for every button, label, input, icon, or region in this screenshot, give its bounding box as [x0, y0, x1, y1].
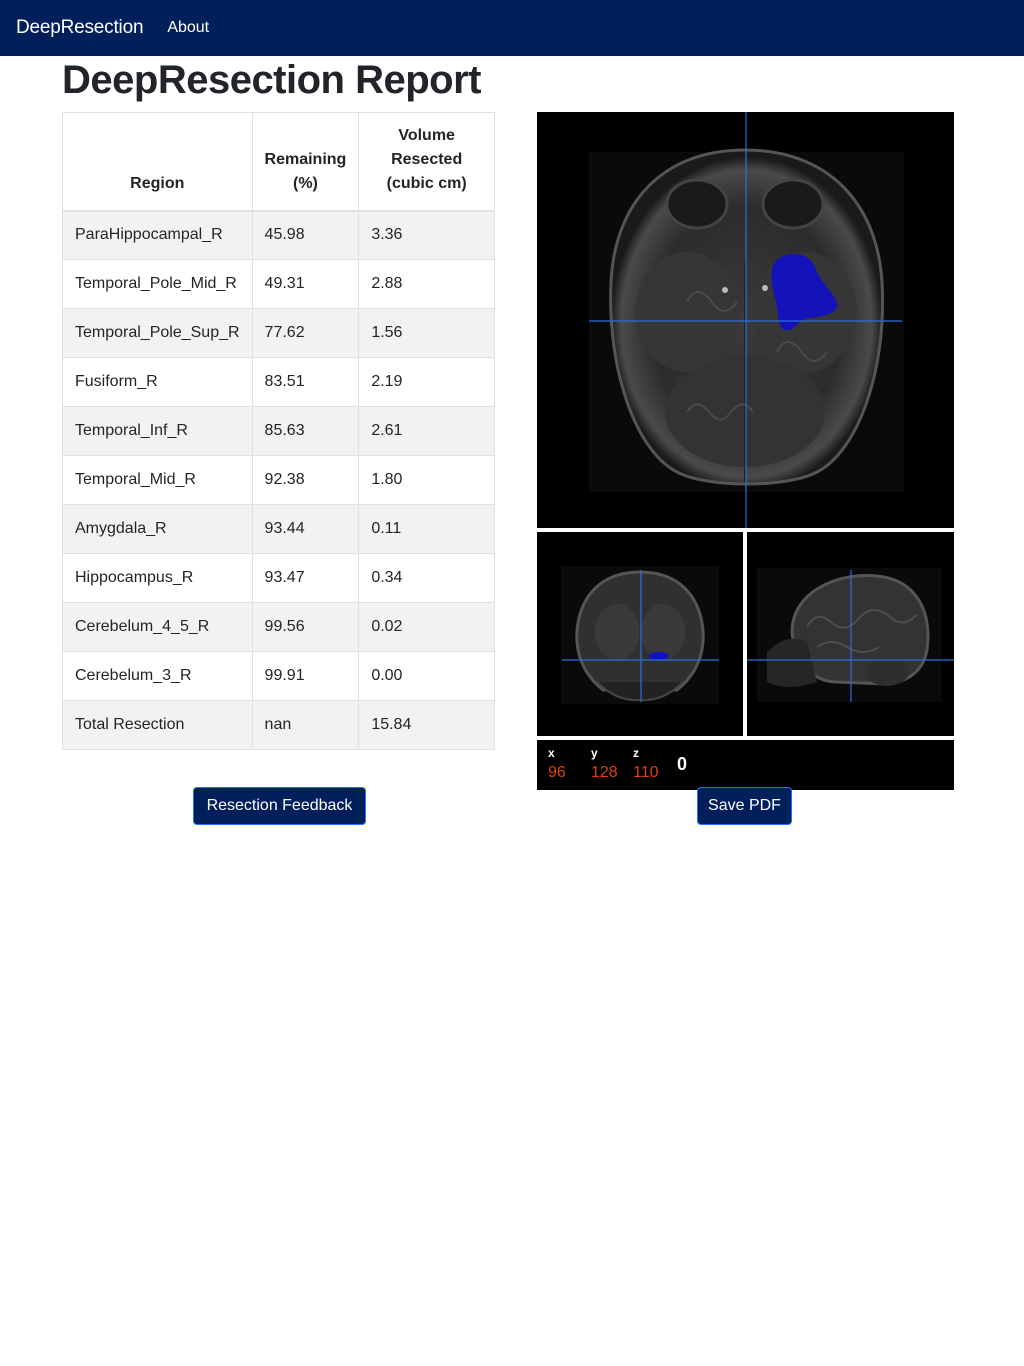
cell-remaining: 99.91 — [251, 651, 360, 701]
cell-volume-resected: 0.02 — [358, 602, 495, 652]
cell-region: Temporal_Mid_R — [62, 455, 253, 505]
table-row: Fusiform_R 83.51 2.19 — [62, 357, 495, 407]
cell-region: Total Resection — [62, 700, 253, 750]
cell-remaining: nan — [251, 700, 360, 750]
cell-region: ParaHippocampal_R — [62, 210, 253, 260]
cell-volume-resected: 2.19 — [358, 357, 495, 407]
cell-region: Hippocampus_R — [62, 553, 253, 603]
sagittal-slice-image[interactable] — [747, 532, 954, 736]
cell-region: Fusiform_R — [62, 357, 253, 407]
cell-volume-resected: 3.36 — [358, 210, 495, 260]
viewer-divider — [743, 532, 747, 736]
table-row: Cerebelum_4_5_R 99.56 0.02 — [62, 602, 495, 652]
cell-region: Temporal_Pole_Mid_R — [62, 259, 253, 309]
table-row: Amygdala_R 93.44 0.11 — [62, 504, 495, 554]
coronal-view[interactable] — [537, 532, 743, 736]
cell-volume-resected: 2.88 — [358, 259, 495, 309]
table-row: Cerebelum_3_R 99.91 0.00 — [62, 651, 495, 701]
cell-volume-resected: 0.11 — [358, 504, 495, 554]
viewer-divider — [537, 736, 954, 740]
axial-slice-image[interactable] — [537, 112, 954, 528]
header-region: Region — [62, 112, 253, 212]
cell-remaining: 99.56 — [251, 602, 360, 652]
cell-volume-resected: 2.61 — [358, 406, 495, 456]
cell-remaining: 93.47 — [251, 553, 360, 603]
table-row: Temporal_Mid_R 92.38 1.80 — [62, 455, 495, 505]
cell-remaining: 85.63 — [251, 406, 360, 456]
resection-table: Region Remaining (%) Volume Resected (cu… — [62, 112, 495, 750]
axial-view[interactable] — [537, 112, 954, 528]
cell-volume-resected: 0.34 — [358, 553, 495, 603]
table-row: Total Resection nan 15.84 — [62, 700, 495, 750]
coordinate-readout: x 96 y 128 z 110 0 — [537, 740, 954, 790]
table-header-row: Region Remaining (%) Volume Resected (cu… — [62, 112, 495, 212]
cell-volume-resected: 15.84 — [358, 700, 495, 750]
sagittal-view[interactable] — [747, 532, 954, 736]
mri-viewer[interactable]: x 96 y 128 z 110 0 — [537, 112, 954, 790]
table-row: Temporal_Inf_R 85.63 2.61 — [62, 406, 495, 456]
coronal-slice-image[interactable] — [537, 532, 743, 736]
viewer-divider — [537, 528, 954, 532]
coord-z-label: z — [633, 746, 639, 760]
navbar: DeepResection About — [0, 0, 1024, 56]
cell-remaining: 93.44 — [251, 504, 360, 554]
cell-region: Temporal_Inf_R — [62, 406, 253, 456]
header-remaining: Remaining (%) — [251, 112, 360, 212]
nav-about-link[interactable]: About — [167, 19, 210, 36]
cell-region: Cerebelum_3_R — [62, 651, 253, 701]
cell-remaining: 83.51 — [251, 357, 360, 407]
cell-volume-resected: 1.80 — [358, 455, 495, 505]
coord-x-value: 96 — [548, 764, 566, 781]
coord-z-value: 110 — [633, 764, 659, 781]
coord-x-label: x — [548, 746, 555, 760]
save-pdf-button[interactable]: Save PDF — [697, 787, 792, 825]
cell-region: Temporal_Pole_Sup_R — [62, 308, 253, 358]
table-row: Temporal_Pole_Sup_R 77.62 1.56 — [62, 308, 495, 358]
cell-region: Cerebelum_4_5_R — [62, 602, 253, 652]
table-row: Hippocampus_R 93.47 0.34 — [62, 553, 495, 603]
table-row: ParaHippocampal_R 45.98 3.36 — [62, 210, 495, 260]
page-title: DeepResection Report — [62, 58, 481, 102]
intensity-value: 0 — [677, 754, 688, 774]
cell-region: Amygdala_R — [62, 504, 253, 554]
coord-y-value: 128 — [591, 764, 618, 781]
resection-overlay-axial — [771, 253, 838, 331]
cell-volume-resected: 0.00 — [358, 651, 495, 701]
cell-remaining: 45.98 — [251, 210, 360, 260]
cell-remaining: 49.31 — [251, 259, 360, 309]
coord-y-label: y — [591, 746, 598, 760]
header-volume-resected: Volume Resected (cubic cm) — [358, 112, 495, 212]
brand-link[interactable]: DeepResection — [16, 17, 144, 38]
resection-feedback-button[interactable]: Resection Feedback — [193, 787, 366, 825]
cell-remaining: 77.62 — [251, 308, 360, 358]
cell-volume-resected: 1.56 — [358, 308, 495, 358]
cell-remaining: 92.38 — [251, 455, 360, 505]
table-row: Temporal_Pole_Mid_R 49.31 2.88 — [62, 259, 495, 309]
